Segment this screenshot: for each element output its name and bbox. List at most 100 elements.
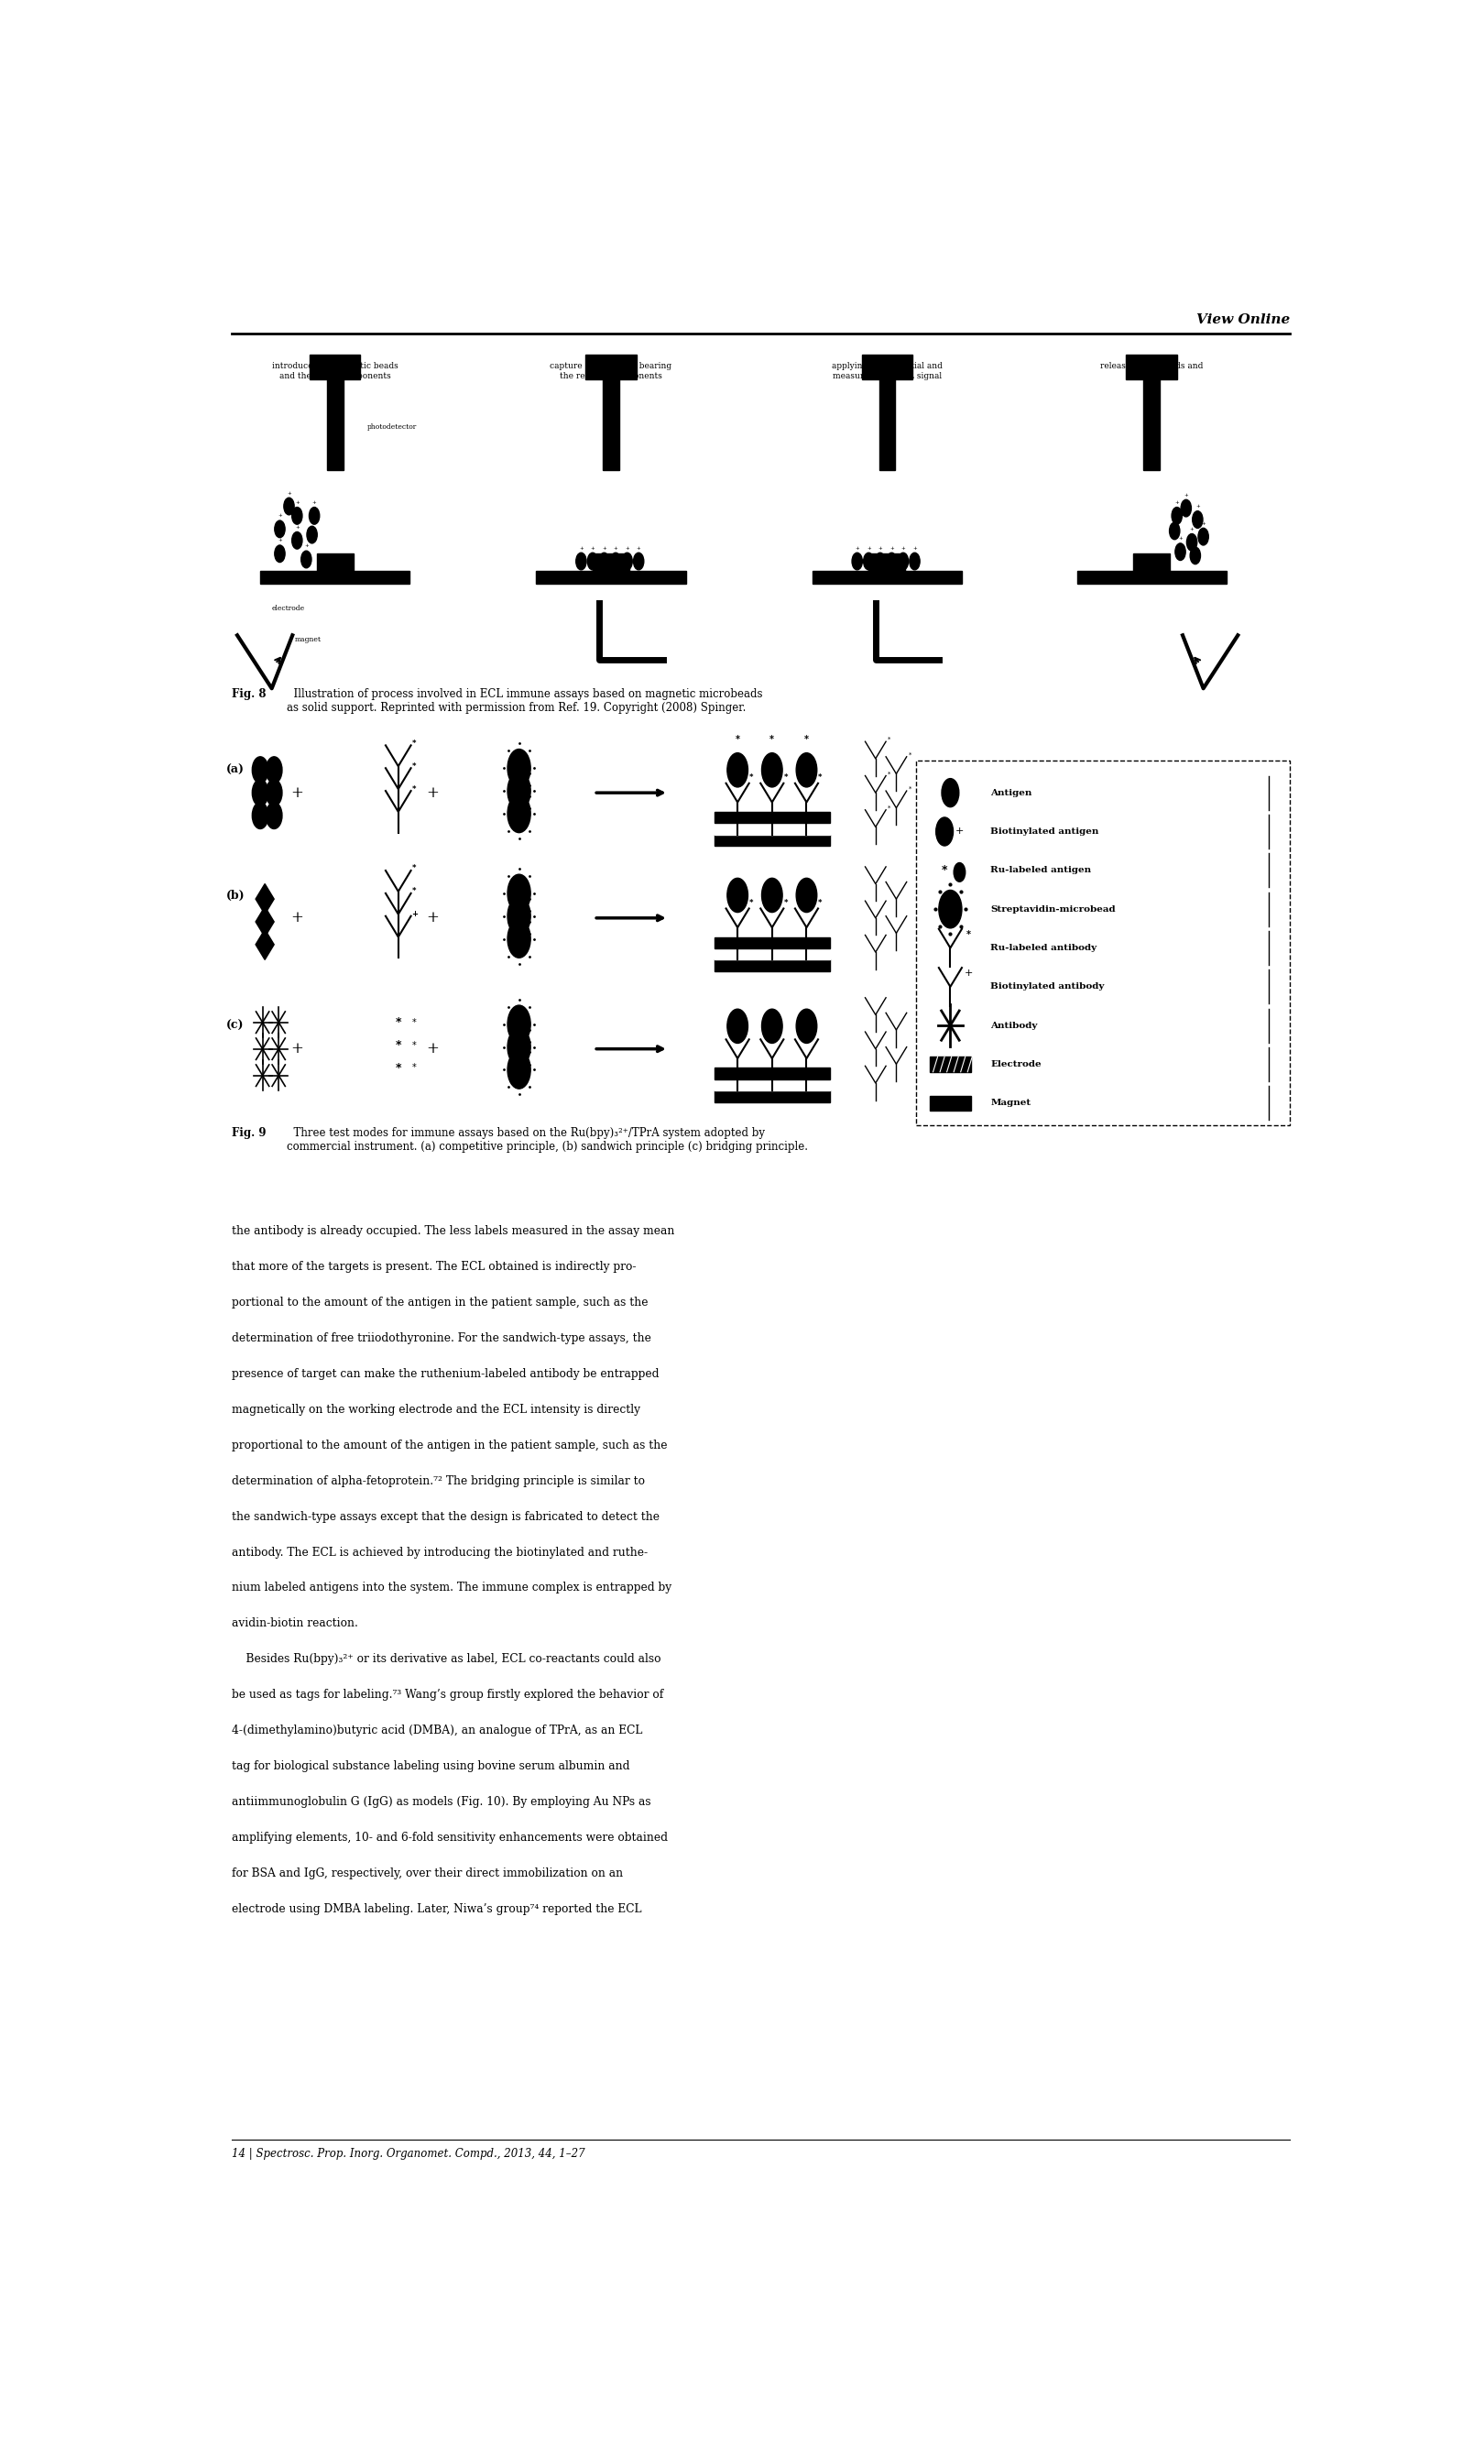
Text: Fig. 8: Fig. 8 xyxy=(232,687,266,700)
Bar xyxy=(715,958,830,971)
Bar xyxy=(879,372,895,471)
Bar xyxy=(310,355,361,379)
Text: +: + xyxy=(879,545,883,549)
Text: *: * xyxy=(395,1062,401,1074)
Text: proportional to the amount of the antigen in the patient sample, such as the: proportional to the amount of the antige… xyxy=(232,1439,668,1451)
Text: *: * xyxy=(413,739,417,747)
Text: (b): (b) xyxy=(226,890,245,902)
Text: +: + xyxy=(411,909,417,919)
Circle shape xyxy=(1190,547,1201,564)
Text: *: * xyxy=(784,899,788,907)
Bar xyxy=(260,572,410,584)
Bar xyxy=(326,372,343,471)
Text: introduce the magnetic beads
and the assay components: introduce the magnetic beads and the ass… xyxy=(272,362,398,379)
Polygon shape xyxy=(255,929,275,958)
Text: *: * xyxy=(887,806,890,811)
Bar xyxy=(592,554,629,572)
Circle shape xyxy=(600,552,610,569)
Text: (c): (c) xyxy=(226,1020,243,1032)
Circle shape xyxy=(761,1010,782,1042)
Text: applying the potential and
measuring the ECL signal: applying the potential and measuring the… xyxy=(831,362,942,379)
Polygon shape xyxy=(255,885,275,914)
Text: Ru-labeled antibody: Ru-labeled antibody xyxy=(991,944,1097,951)
Circle shape xyxy=(727,1010,748,1042)
Text: +: + xyxy=(304,545,309,549)
Text: +: + xyxy=(278,537,282,542)
Bar xyxy=(715,1067,830,1079)
Text: that more of the targets is present. The ECL obtained is indirectly pro-: that more of the targets is present. The… xyxy=(232,1262,637,1274)
Text: be used as tags for labeling.⁷³ Wang’s group firstly explored the behavior of: be used as tags for labeling.⁷³ Wang’s g… xyxy=(232,1688,663,1700)
Text: Illustration of process involved in ECL immune assays based on magnetic microbea: Illustration of process involved in ECL … xyxy=(286,687,763,715)
Circle shape xyxy=(266,779,282,806)
Bar xyxy=(586,355,637,379)
Text: photodetector: photodetector xyxy=(367,424,417,431)
Circle shape xyxy=(727,754,748,786)
Bar xyxy=(715,936,830,949)
Text: *: * xyxy=(887,771,890,776)
Bar xyxy=(812,572,962,584)
Text: *: * xyxy=(413,1018,417,1027)
Text: *: * xyxy=(784,774,788,781)
Text: Ru-labeled antigen: Ru-labeled antigen xyxy=(991,867,1091,875)
Text: avidin-biotin reaction.: avidin-biotin reaction. xyxy=(232,1619,358,1629)
Circle shape xyxy=(610,552,620,569)
Text: +: + xyxy=(889,545,893,549)
Circle shape xyxy=(942,779,959,808)
Text: +: + xyxy=(426,909,439,926)
Bar xyxy=(715,1092,830,1101)
Text: +: + xyxy=(625,545,629,549)
Circle shape xyxy=(910,552,920,569)
Circle shape xyxy=(1175,542,1186,559)
Text: +: + xyxy=(426,1042,439,1057)
Bar xyxy=(1134,554,1169,572)
Polygon shape xyxy=(255,907,275,936)
Circle shape xyxy=(634,552,644,569)
Text: Streptavidin-microbead: Streptavidin-microbead xyxy=(991,904,1116,914)
Text: magnetically on the working electrode and the ECL intensity is directly: magnetically on the working electrode an… xyxy=(232,1404,640,1417)
Bar xyxy=(715,949,830,958)
Bar xyxy=(868,554,905,572)
Text: *: * xyxy=(749,899,754,907)
Circle shape xyxy=(508,796,531,833)
Text: electrode: electrode xyxy=(272,606,304,614)
Circle shape xyxy=(307,527,318,542)
Circle shape xyxy=(797,877,816,912)
Text: Magnet: Magnet xyxy=(991,1099,1031,1106)
Text: for BSA and IgG, respectively, over their direct immobilization on an: for BSA and IgG, respectively, over thei… xyxy=(232,1868,623,1880)
Text: (a): (a) xyxy=(226,764,243,776)
Circle shape xyxy=(301,552,312,567)
Text: *: * xyxy=(966,929,971,939)
Circle shape xyxy=(252,803,269,828)
Text: Biotinylated antibody: Biotinylated antibody xyxy=(991,983,1104,991)
Bar xyxy=(715,823,830,835)
Text: +: + xyxy=(291,909,303,926)
Bar xyxy=(316,554,353,572)
Circle shape xyxy=(275,545,285,562)
Bar xyxy=(536,572,686,584)
Text: +: + xyxy=(1184,493,1189,498)
Text: amplifying elements, 10- and 6-fold sensitivity enhancements were obtained: amplifying elements, 10- and 6-fold sens… xyxy=(232,1831,668,1843)
Text: *: * xyxy=(735,734,741,744)
Text: *: * xyxy=(818,774,822,781)
Text: +: + xyxy=(1190,527,1195,532)
Bar xyxy=(1144,372,1159,471)
Circle shape xyxy=(588,552,598,569)
Circle shape xyxy=(508,1027,531,1067)
Text: 14 | Spectrosc. Prop. Inorg. Organomet. Compd., 2013, 44, 1–27: 14 | Spectrosc. Prop. Inorg. Organomet. … xyxy=(232,2149,585,2158)
Bar xyxy=(916,761,1290,1124)
Text: *: * xyxy=(413,761,417,771)
Text: *: * xyxy=(413,865,417,872)
Text: *: * xyxy=(887,737,890,742)
Text: determination of free triiodothyronine. For the sandwich-type assays, the: determination of free triiodothyronine. … xyxy=(232,1333,651,1345)
Text: +: + xyxy=(295,525,300,530)
Text: +: + xyxy=(613,545,617,549)
Bar xyxy=(603,372,619,471)
Text: capture of the beads bearing
the reacted components: capture of the beads bearing the reacted… xyxy=(551,362,672,379)
Text: +: + xyxy=(1201,520,1205,525)
Circle shape xyxy=(266,803,282,828)
Text: Electrode: Electrode xyxy=(991,1060,1042,1069)
Circle shape xyxy=(283,498,294,515)
Circle shape xyxy=(727,877,748,912)
Text: +: + xyxy=(1178,537,1183,540)
Text: portional to the amount of the antigen in the patient sample, such as the: portional to the amount of the antigen i… xyxy=(232,1296,649,1308)
